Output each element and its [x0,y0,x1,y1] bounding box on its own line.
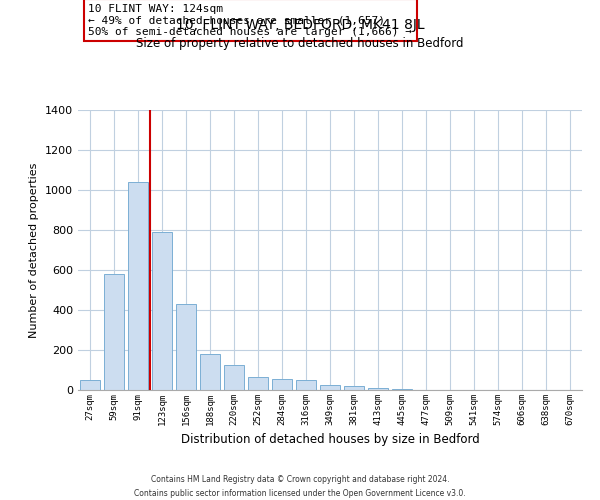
Bar [152,232,172,390]
Bar [176,304,196,390]
Bar [224,365,244,390]
Bar [272,379,292,390]
Text: 10 FLINT WAY: 124sqm
← 49% of detached houses are smaller (1,657)
50% of semi-de: 10 FLINT WAY: 124sqm ← 49% of detached h… [88,4,412,37]
Text: Contains HM Land Registry data © Crown copyright and database right 2024.
Contai: Contains HM Land Registry data © Crown c… [134,476,466,498]
Bar [104,274,124,390]
Bar [344,386,364,390]
Y-axis label: Number of detached properties: Number of detached properties [29,162,40,338]
Bar [392,389,412,390]
Bar [200,354,220,390]
Bar [128,182,148,390]
Bar [296,380,316,390]
Bar [80,380,100,390]
Bar [320,385,340,390]
Bar [368,388,388,390]
Text: Size of property relative to detached houses in Bedford: Size of property relative to detached ho… [136,38,464,51]
Bar [248,377,268,390]
X-axis label: Distribution of detached houses by size in Bedford: Distribution of detached houses by size … [181,434,479,446]
Text: 10, FLINT WAY, BEDFORD, MK41 8JL: 10, FLINT WAY, BEDFORD, MK41 8JL [176,18,424,32]
